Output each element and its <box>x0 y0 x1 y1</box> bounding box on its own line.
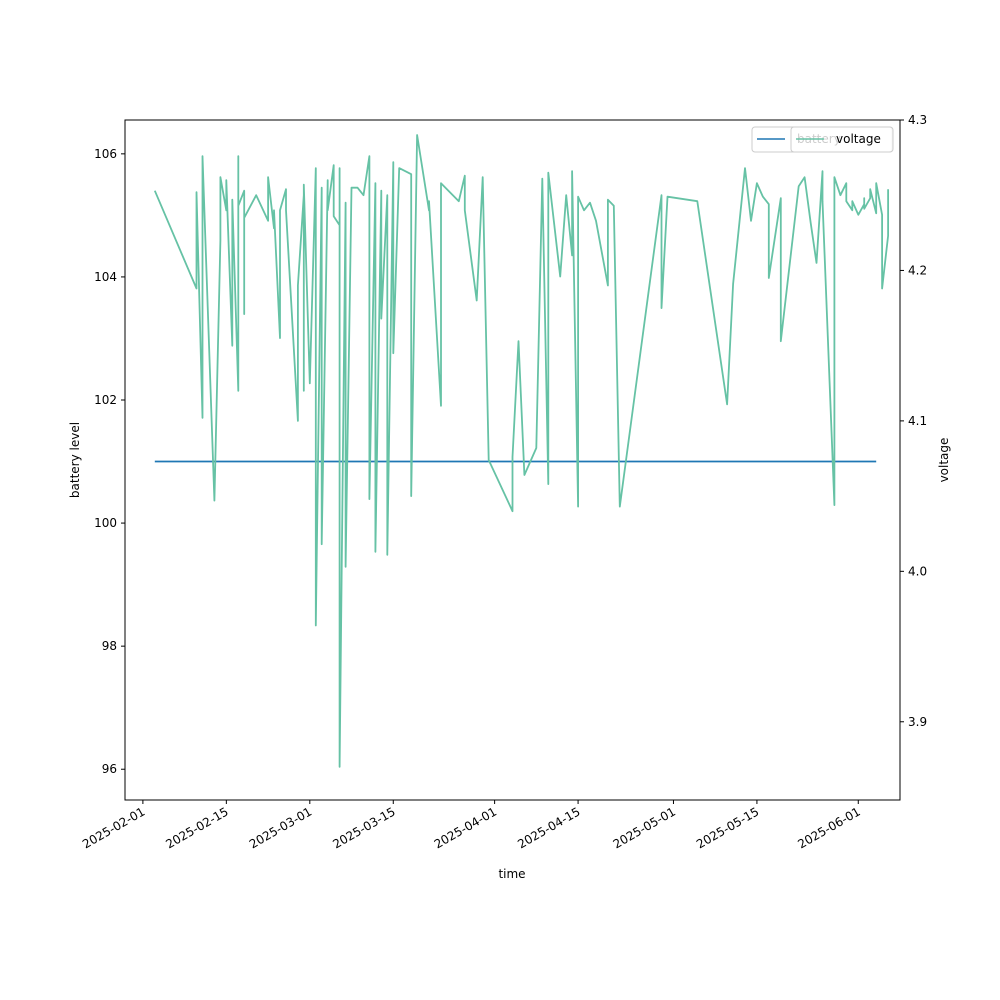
right-y-axis-ticks: 3.9 4.0 4.1 4.2 4.3 <box>900 113 927 729</box>
legend-voltage-label: voltage <box>836 132 881 146</box>
series-line-voltage <box>153 134 889 768</box>
right-y-tick-label: 4.0 <box>908 564 927 578</box>
legend-voltage-box <box>790 126 894 153</box>
left-y-tick-label: 106 <box>94 147 117 161</box>
plot-lines <box>153 134 889 768</box>
left-y-axis-ticks: 96 98 100 102 104 106 <box>94 147 125 776</box>
left-y-axis-label: battery level <box>68 422 82 498</box>
left-y-tick-label: 98 <box>102 639 117 653</box>
right-y-tick-label: 4.1 <box>908 414 927 428</box>
left-y-tick-label: 96 <box>102 762 117 776</box>
left-y-tick-label: 100 <box>94 516 117 530</box>
legend-voltage: voltage <box>790 126 894 153</box>
left-y-tick-label: 102 <box>94 393 117 407</box>
left-y-tick-label: 104 <box>94 270 117 284</box>
plot-frame <box>124 119 901 801</box>
x-axis-label: time <box>498 867 525 881</box>
right-y-axis-label: voltage <box>937 438 951 483</box>
right-y-tick-label: 3.9 <box>908 715 927 729</box>
right-y-tick-label: 4.2 <box>908 263 927 277</box>
right-y-tick-label: 4.3 <box>908 113 927 127</box>
